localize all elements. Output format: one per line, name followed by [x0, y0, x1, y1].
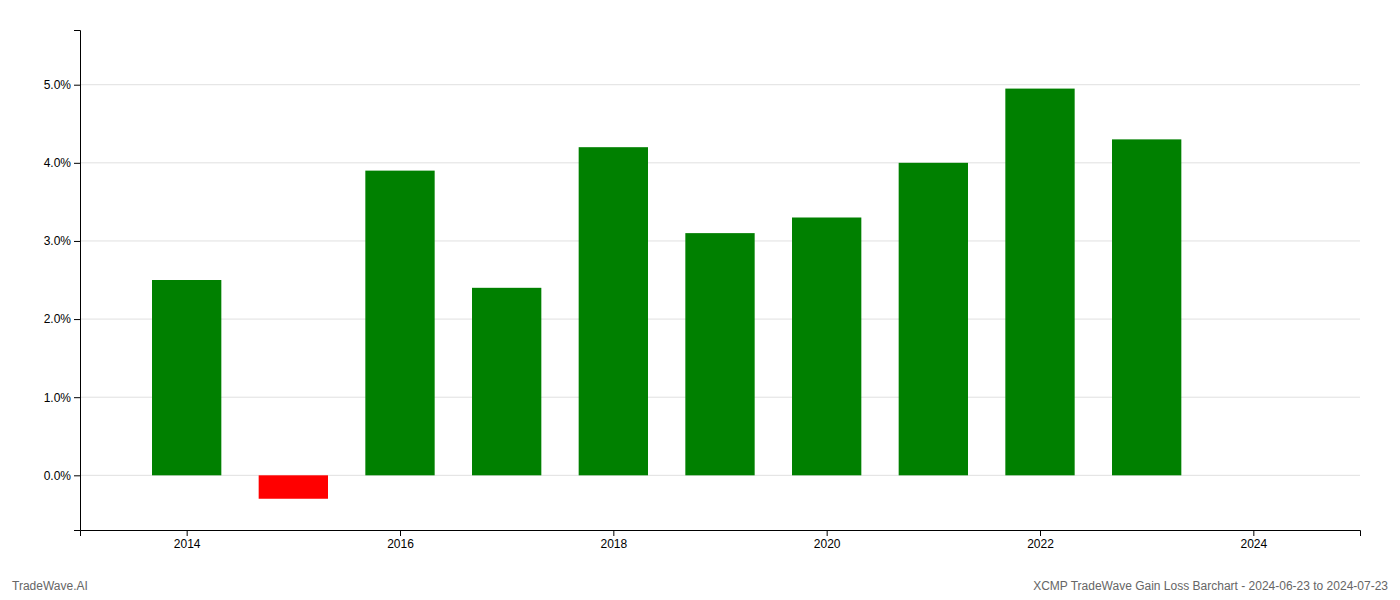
bar — [899, 163, 968, 476]
plot: 0.0% 1.0% 2.0% 3.0% 4.0% 5.0% 2014 2016 2018 2020… — [44, 31, 1361, 551]
bar — [152, 280, 221, 475]
bar — [1005, 89, 1074, 476]
annotation: XCMP TradeWave Gain Loss Barchart - 2024… — [1033, 579, 1388, 593]
x-tick: 2024 — [1240, 530, 1267, 551]
x-tick-label: 2024 — [1240, 537, 1267, 551]
y-tick: 4.0% — [44, 156, 80, 170]
grid — [80, 85, 1360, 476]
x-tick-label: 2016 — [387, 537, 414, 551]
bar — [365, 171, 434, 476]
y-tick-mark — [74, 85, 80, 86]
bars — [152, 89, 1181, 499]
x-tick-mark — [827, 530, 828, 536]
x-tick: 2014 — [174, 530, 201, 551]
x-tick-label: 2022 — [1027, 537, 1054, 551]
x-tick: 2016 — [387, 530, 414, 551]
y-tick: 2.0% — [44, 312, 80, 326]
bar — [579, 147, 648, 475]
x-axis: 2014 2016 2018 2020 2022 2024 — [81, 530, 1361, 551]
x-tick-mark — [613, 530, 614, 536]
bar — [1112, 139, 1181, 475]
y-tick-mark — [74, 241, 80, 242]
x-tick-mark — [400, 530, 401, 536]
y-tick: 0.0% — [44, 469, 80, 483]
y-tick-mark — [74, 475, 80, 476]
x-tick: 2020 — [814, 530, 841, 551]
chart: 0.0% 1.0% 2.0% 3.0% 4.0% 5.0% 2014 2016 2018 2020… — [0, 0, 1400, 600]
y-tick: 1.0% — [44, 391, 80, 405]
y-tick-label: 2.0% — [44, 312, 72, 326]
x-tick-label: 2020 — [814, 537, 841, 551]
x-tick-mark — [1040, 530, 1041, 536]
x-tick-label: 2014 — [174, 537, 201, 551]
y-tick-label: 0.0% — [44, 469, 72, 483]
x-tick-mark — [187, 530, 188, 536]
annotation: TradeWave.AI — [12, 579, 88, 593]
x-tick: 2018 — [600, 530, 627, 551]
x-tick-label: 2018 — [600, 537, 627, 551]
y-tick-mark — [74, 397, 80, 398]
y-tick-mark — [74, 319, 80, 320]
bar — [685, 233, 754, 475]
y-tick-mark — [74, 163, 80, 164]
grid-line — [80, 84, 1360, 85]
x-tick-mark — [1253, 530, 1254, 536]
y-tick-label: 5.0% — [44, 78, 72, 92]
y-tick: 3.0% — [44, 234, 80, 248]
bar — [472, 288, 541, 476]
y-tick-label: 4.0% — [44, 156, 72, 170]
y-tick-label: 3.0% — [44, 234, 72, 248]
x-axis-line — [81, 531, 1361, 537]
y-axis-line — [74, 31, 81, 531]
y-tick-label: 1.0% — [44, 391, 72, 405]
x-tick: 2022 — [1027, 530, 1054, 551]
y-tick: 5.0% — [44, 78, 80, 92]
y-axis: 0.0% 1.0% 2.0% 3.0% 4.0% 5.0% — [44, 31, 81, 531]
bar — [259, 475, 328, 498]
bar — [792, 218, 861, 476]
